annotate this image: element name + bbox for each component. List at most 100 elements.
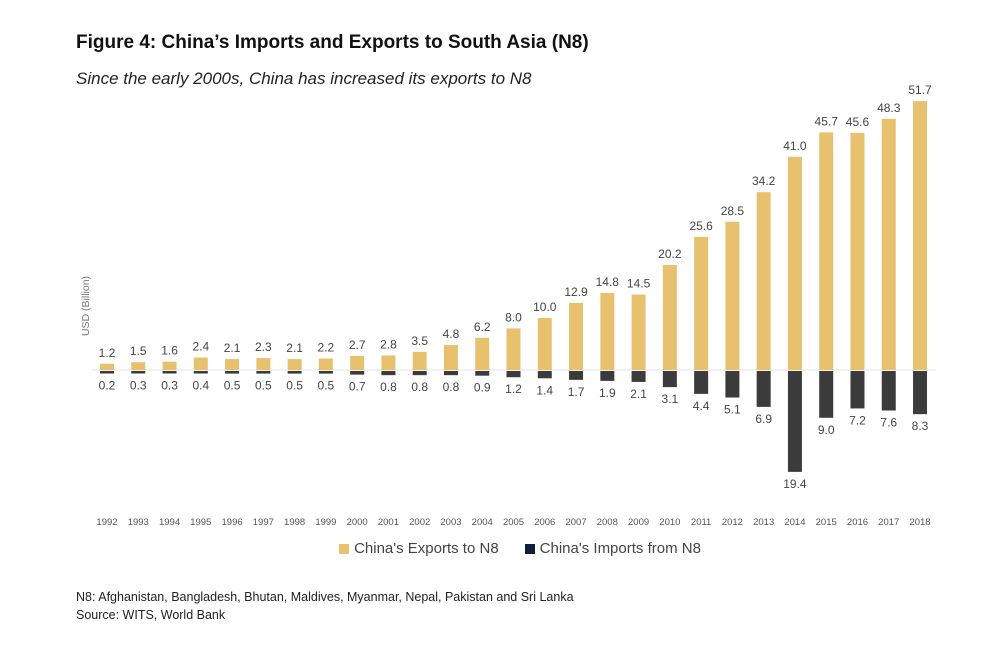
legend-item-exports: China's Exports to N8 (339, 540, 499, 557)
import-bar-2004 (475, 371, 490, 376)
export-value-label-1995: 2.4 (192, 340, 209, 354)
export-bar-2006 (537, 318, 552, 370)
import-bar-1994 (162, 371, 177, 374)
import-value-label-2007: 1.7 (568, 385, 585, 399)
import-value-label-2016: 7.2 (849, 413, 866, 427)
export-value-label-2007: 12.9 (564, 285, 588, 299)
import-value-label-2018: 8.3 (912, 419, 929, 433)
export-value-label-2010: 20.2 (658, 247, 682, 261)
legend-swatch-imports (524, 543, 535, 554)
x-tick-label-1995: 1995 (190, 517, 211, 528)
import-bar-2012 (725, 371, 740, 398)
import-bar-2002 (412, 371, 427, 376)
chart-subtitle: Since the early 2000s, China has increas… (76, 69, 532, 88)
x-tick-label-2018: 2018 (909, 517, 930, 528)
export-bar-2005 (506, 328, 521, 370)
export-value-label-1997: 2.3 (255, 340, 272, 354)
export-value-label-2017: 48.3 (877, 101, 901, 115)
import-bar-2013 (756, 371, 771, 407)
export-bar-1998 (287, 359, 302, 370)
import-value-label-2012: 5.1 (724, 403, 741, 417)
import-value-label-2015: 9.0 (818, 423, 835, 437)
import-bar-2005 (506, 371, 521, 378)
x-tick-label-1993: 1993 (128, 517, 149, 528)
import-value-label-2013: 6.9 (755, 412, 772, 426)
import-value-label-1998: 0.5 (286, 379, 303, 393)
import-value-label-2000: 0.7 (349, 380, 366, 394)
x-tick-label-2000: 2000 (347, 517, 368, 528)
export-value-label-1998: 2.1 (286, 341, 303, 355)
export-bar-2013 (756, 192, 771, 370)
import-value-label-2014: 19.4 (783, 477, 807, 491)
export-bar-2017 (881, 118, 896, 370)
export-value-label-1999: 2.2 (318, 341, 335, 355)
import-bar-2017 (881, 371, 896, 411)
import-value-label-2006: 1.4 (536, 383, 553, 397)
export-value-label-1996: 2.1 (224, 341, 241, 355)
export-value-label-2013: 34.2 (752, 174, 776, 188)
import-value-label-1996: 0.5 (224, 379, 241, 393)
export-value-label-2014: 41.0 (783, 139, 807, 153)
x-tick-label-2015: 2015 (816, 517, 837, 528)
legend-label-imports: China's Imports from N8 (539, 540, 701, 557)
x-tick-label-1999: 1999 (315, 517, 336, 528)
export-value-label-2006: 10.0 (533, 300, 557, 314)
x-tick-label-1998: 1998 (284, 517, 305, 528)
import-bar-1998 (287, 371, 302, 374)
import-value-label-1992: 0.2 (99, 379, 116, 393)
export-bar-2002 (412, 351, 427, 370)
import-value-label-2002: 0.8 (411, 380, 428, 394)
import-bar-2015 (819, 371, 834, 418)
x-tick-label-2012: 2012 (722, 517, 743, 528)
x-tick-label-2004: 2004 (472, 517, 493, 528)
import-value-label-2004: 0.9 (474, 381, 491, 395)
import-bar-1995 (193, 371, 208, 374)
import-value-label-2005: 1.2 (505, 382, 522, 396)
x-tick-label-2003: 2003 (440, 517, 461, 528)
import-value-label-2017: 7.6 (880, 416, 897, 430)
export-bar-1995 (193, 357, 208, 370)
import-bar-2018 (913, 371, 928, 415)
import-bar-2001 (381, 371, 396, 376)
import-value-label-1995: 0.4 (192, 379, 209, 393)
import-value-label-1993: 0.3 (130, 379, 147, 393)
export-value-label-2004: 6.2 (474, 320, 491, 334)
export-bar-2007 (569, 302, 584, 370)
export-bar-2003 (443, 345, 458, 370)
export-bar-1997 (256, 358, 271, 370)
x-tick-label-2016: 2016 (847, 517, 868, 528)
import-value-label-2010: 3.1 (662, 392, 679, 406)
import-bar-1993 (131, 371, 146, 374)
import-bar-2016 (850, 371, 865, 409)
export-value-label-2000: 2.7 (349, 338, 366, 352)
export-bar-2014 (787, 156, 802, 370)
import-bar-2003 (443, 371, 458, 376)
export-value-label-2018: 51.7 (908, 83, 932, 97)
export-bar-2004 (475, 337, 490, 370)
import-value-label-1994: 0.3 (161, 379, 178, 393)
import-bar-1997 (256, 371, 271, 374)
x-tick-label-2007: 2007 (565, 517, 586, 528)
import-bar-2009 (631, 371, 646, 382)
import-value-label-2009: 2.1 (630, 387, 647, 401)
export-bar-2009 (631, 294, 646, 370)
note-source: Source: WITS, World Bank (76, 608, 226, 622)
export-bar-2011 (694, 236, 709, 370)
import-value-label-2001: 0.8 (380, 380, 397, 394)
import-bar-2011 (694, 371, 709, 394)
x-tick-label-2014: 2014 (784, 517, 805, 528)
x-tick-label-2001: 2001 (378, 517, 399, 528)
x-tick-label-1992: 1992 (96, 517, 117, 528)
import-bar-2010 (662, 371, 677, 388)
import-bar-2000 (350, 371, 365, 375)
x-tick-label-2006: 2006 (534, 517, 555, 528)
export-value-label-2011: 25.6 (689, 219, 713, 233)
export-value-label-1993: 1.5 (130, 344, 147, 358)
notes: N8: Afghanistan, Bangladesh, Bhutan, Mal… (76, 588, 574, 624)
chart-title: Figure 4: China’s Imports and Exports to… (76, 32, 589, 53)
x-tick-label-2011: 2011 (691, 517, 711, 528)
legend-label-exports: China's Exports to N8 (354, 540, 499, 557)
import-bar-2006 (537, 371, 552, 379)
export-value-label-2002: 3.5 (411, 334, 428, 348)
